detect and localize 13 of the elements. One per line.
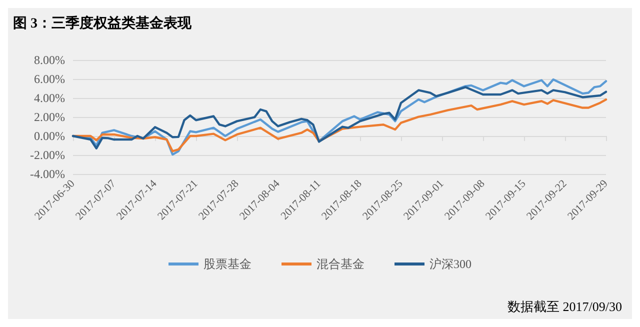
legend-label: 混合基金 — [316, 257, 364, 271]
y-tick-label: -4.00% — [30, 167, 65, 181]
y-tick-label: 8.00% — [34, 53, 65, 67]
legend-label: 沪深300 — [430, 257, 472, 271]
y-tick-label: 4.00% — [34, 91, 65, 105]
legend-label: 股票基金 — [204, 257, 252, 271]
text: 数据截至 2017/09/30 — [508, 299, 622, 314]
y-tick-label: -2.00% — [30, 148, 65, 162]
line-series — [72, 86, 608, 150]
y-tick-label: 0.00% — [34, 129, 65, 143]
chart-title: 图 3：三季度权益类基金表现 — [13, 14, 192, 32]
y-tick-label: 2.00% — [34, 110, 65, 124]
y-tick-label: 6.00% — [34, 72, 65, 86]
